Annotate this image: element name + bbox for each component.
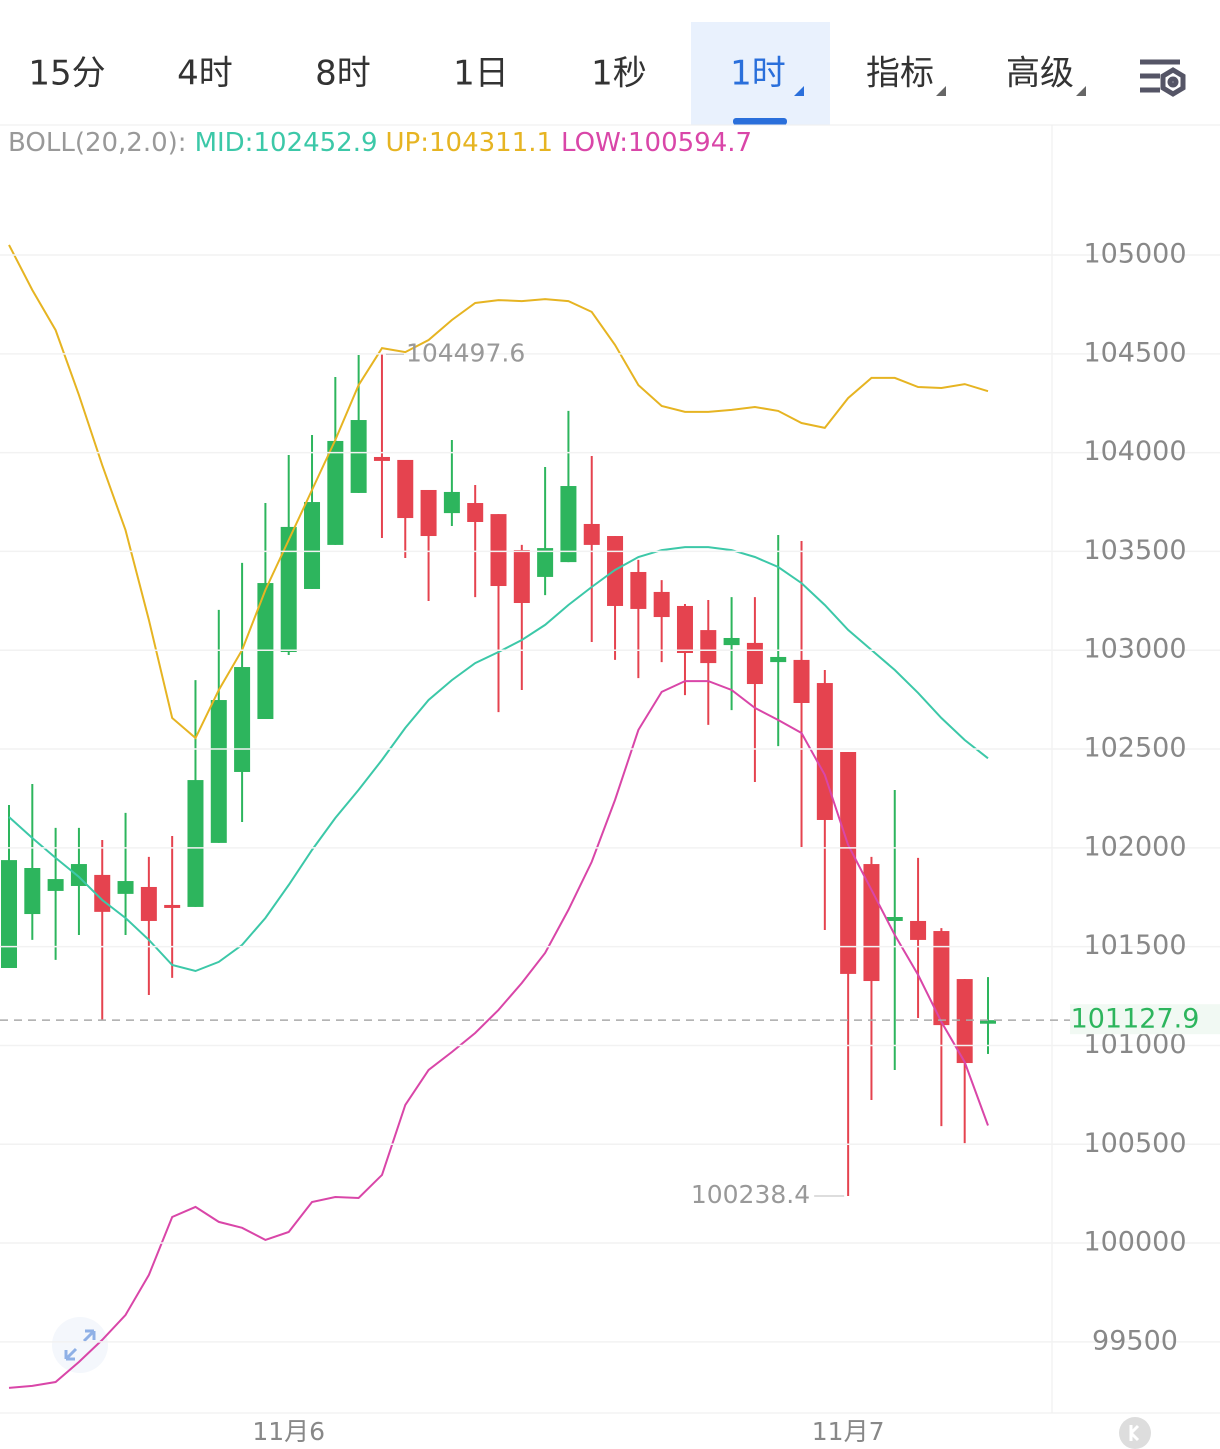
y-tick-label: 101500 [1083, 930, 1186, 961]
candle-body [956, 979, 973, 1064]
candle-body [187, 780, 204, 907]
y-tick-label: 104000 [1083, 436, 1186, 467]
tab[interactable]: 8时 [315, 54, 371, 94]
candle-body [47, 879, 64, 891]
logo [1119, 1417, 1151, 1449]
active-tab-bg [691, 22, 830, 125]
y-tick-label: 105000 [1083, 239, 1186, 270]
candle-body [723, 637, 740, 646]
indicator-name: BOLL(20,2.0): [8, 128, 187, 158]
candle-body [537, 548, 554, 577]
y-tick-label: 104500 [1083, 337, 1186, 368]
indicator-legend: BOLL(20,2.0): MID:102452.9 UP:104311.1 LOW:… [8, 128, 752, 158]
candle-body [443, 491, 460, 514]
candle-body [210, 700, 227, 843]
candle-body [770, 656, 787, 663]
annotation: 100238.4 [691, 1180, 810, 1209]
y-tick-label: 103500 [1083, 535, 1186, 566]
last-price-bg [1070, 1004, 1220, 1035]
annotation: 104497.6 [406, 338, 525, 367]
candle-body [933, 931, 950, 1026]
candle-body [140, 886, 157, 921]
candle-body [630, 571, 647, 609]
candle-body [304, 502, 321, 589]
candle-body [467, 503, 484, 522]
candle-body [397, 459, 414, 519]
y-tick-label: 100000 [1083, 1227, 1186, 1258]
candle-body [327, 440, 344, 545]
boll-line [8, 546, 989, 973]
tab[interactable]: 1秒 [591, 54, 647, 94]
tab-dropdown-mark [936, 86, 946, 96]
y-tick-label: 100500 [1083, 1128, 1186, 1159]
candle-body [117, 881, 134, 894]
plot [1, 244, 996, 1389]
x-tick-label: 11月6 [252, 1417, 325, 1446]
candle-body [420, 489, 437, 537]
legend-entry: LOW:100594.7 [561, 128, 752, 158]
candle-body [886, 917, 903, 921]
candle-body [653, 591, 670, 618]
settings-icon[interactable] [1140, 59, 1186, 97]
tab[interactable]: 4时 [177, 54, 233, 94]
active-tab-underline [733, 118, 787, 125]
last-price-label: 101127.9 [1071, 1004, 1200, 1035]
legend-entry: MID:102452.9 [195, 128, 378, 158]
y-tick-label: 102500 [1083, 733, 1186, 764]
candle-body [863, 864, 880, 982]
tab[interactable]: 1日 [453, 54, 509, 94]
tab-dropdown-mark [794, 86, 804, 96]
candle-body [910, 920, 927, 940]
candle-body [24, 868, 41, 915]
tab[interactable]: 高级 [1006, 54, 1074, 94]
candle-body [490, 514, 507, 587]
candle-body [700, 630, 717, 664]
candle-body [280, 526, 297, 653]
candle-body [1, 860, 17, 968]
candle-body [583, 523, 600, 545]
candle-body [793, 659, 810, 703]
y-tick-label: 99500 [1092, 1325, 1178, 1356]
candle-body [676, 605, 693, 654]
candle-body [980, 1020, 996, 1024]
candle-body [234, 667, 251, 772]
candle-body [257, 583, 274, 720]
candle-body [373, 456, 390, 461]
boll-line [8, 244, 989, 740]
candle-body [746, 642, 763, 685]
tab-dropdown-mark [1076, 86, 1086, 96]
boll-line [8, 680, 989, 1389]
candle-body [350, 420, 367, 493]
tab[interactable]: 15分 [28, 54, 105, 94]
y-tick-label: 102000 [1083, 831, 1186, 862]
legend-entry: UP:104311.1 [386, 128, 554, 158]
y-tick-label: 103000 [1083, 634, 1186, 665]
candle-body [816, 683, 833, 820]
candle-body [164, 904, 181, 908]
expand-button[interactable] [52, 1317, 108, 1373]
x-tick-label: 11月7 [812, 1417, 885, 1446]
tab[interactable]: 指标 [866, 54, 934, 94]
candle-body [513, 550, 530, 604]
tab[interactable]: 1时 [730, 54, 786, 94]
candle-body [560, 486, 577, 563]
candle-body [840, 752, 857, 974]
